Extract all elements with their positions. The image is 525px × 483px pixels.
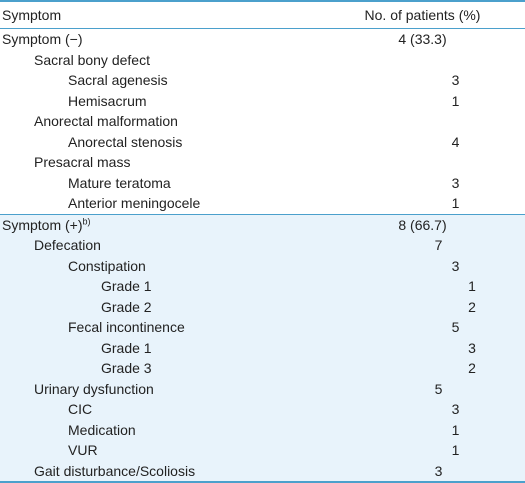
header-symptom: Symptom xyxy=(0,7,320,23)
row-value: 3 xyxy=(419,340,525,356)
row-label: Grade 2 xyxy=(0,299,419,315)
row-label: Grade 1 xyxy=(0,278,419,294)
row-value: 5 xyxy=(386,319,525,335)
table-header: Symptom No. of patients (%) xyxy=(0,0,525,29)
row-value: 3 xyxy=(386,72,525,88)
row-label: Urinary dysfunction xyxy=(0,381,352,397)
row-value: 1 xyxy=(386,195,525,211)
row-value: 7 xyxy=(352,237,525,253)
row-value: 1 xyxy=(386,422,525,438)
row-label: Anterior meningocele xyxy=(0,195,386,211)
row-value: 1 xyxy=(386,93,525,109)
row-value: 3 xyxy=(386,258,525,274)
row-label: Grade 1 xyxy=(0,340,419,356)
row-label: Gait disturbance/Scoliosis xyxy=(0,463,352,479)
row-value: 2 xyxy=(419,299,525,315)
row-label: Constipation xyxy=(0,258,386,274)
row-label: Grade 3 xyxy=(0,360,419,376)
row-label: Sacral bony defect xyxy=(0,52,352,68)
row-label: Anorectal stenosis xyxy=(0,134,386,150)
row-value: 3 xyxy=(386,175,525,191)
header-patients: No. of patients (%) xyxy=(320,7,525,23)
row-label: Anorectal malformation xyxy=(0,113,352,129)
row-label: Mature teratoma xyxy=(0,175,386,191)
row-label: Symptom (+)b) xyxy=(0,217,320,233)
row-label: Presacral mass xyxy=(0,154,352,170)
row-value: 1 xyxy=(386,442,525,458)
row-value: 2 xyxy=(419,360,525,376)
row-label: Hemisacrum xyxy=(0,93,386,109)
row-value: 5 xyxy=(352,381,525,397)
row-label-text: Symptom (+) xyxy=(2,217,83,233)
row-label: Defecation xyxy=(0,237,352,253)
row-label: Medication xyxy=(0,422,386,438)
row-value: 4 (33.3) xyxy=(320,31,525,47)
row-value: 4 xyxy=(386,134,525,150)
row-value: 3 xyxy=(386,401,525,417)
row-value: 1 xyxy=(419,278,525,294)
row-label: Fecal incontinence xyxy=(0,319,386,335)
row-value: 8 (66.7) xyxy=(320,217,525,233)
group-symptom-negative: Symptom (−)4 (33.3) Sacral bony defect S… xyxy=(0,29,525,214)
row-label: Symptom (−) xyxy=(0,31,320,47)
row-label: VUR xyxy=(0,442,386,458)
row-label: Sacral agenesis xyxy=(0,72,386,88)
row-label: CIC xyxy=(0,401,386,417)
row-value: 3 xyxy=(352,463,525,479)
footnote-marker: b) xyxy=(83,216,91,226)
